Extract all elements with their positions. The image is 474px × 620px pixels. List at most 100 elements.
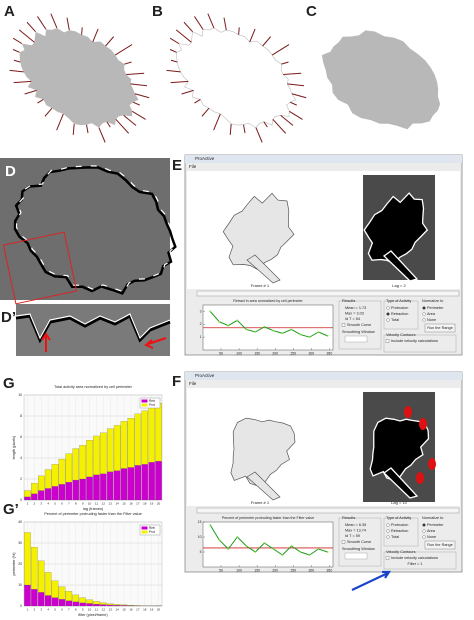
input[interactable] — [344, 335, 368, 343]
label: Max = 3.03 — [345, 312, 364, 316]
point — [290, 328, 293, 331]
bar — [148, 462, 155, 501]
legend-swatch — [141, 399, 148, 403]
cell — [222, 192, 295, 270]
label: Frame # 1 — [251, 500, 270, 505]
point — [308, 554, 311, 556]
label: 8 — [20, 414, 22, 418]
bar — [58, 586, 66, 600]
label: Include velocity calculations — [391, 339, 438, 343]
label: 3 — [40, 501, 42, 505]
label: 15 — [122, 607, 126, 611]
label: 19 — [150, 501, 154, 505]
slider[interactable] — [196, 290, 460, 297]
bar — [79, 602, 86, 607]
label: Area — [427, 312, 436, 316]
bar — [79, 597, 86, 603]
point — [317, 331, 320, 333]
input[interactable] — [344, 552, 368, 560]
bar — [155, 403, 162, 462]
radio[interactable] — [422, 306, 426, 310]
spike — [183, 21, 193, 32]
spike — [271, 44, 290, 56]
label: Results — [342, 515, 355, 520]
label: Smooth Curve — [347, 323, 371, 327]
label: 40 — [18, 520, 22, 524]
label: Velocity Contours — [386, 333, 416, 337]
label: 4 — [47, 607, 49, 611]
spike — [169, 37, 180, 45]
point — [245, 545, 248, 547]
slider[interactable] — [196, 507, 460, 514]
spike — [166, 69, 181, 73]
point — [218, 320, 221, 323]
bar — [37, 592, 45, 607]
radio[interactable] — [386, 535, 390, 539]
label: Total — [391, 535, 399, 539]
point — [281, 554, 284, 556]
label: 3 — [200, 309, 202, 313]
label: Retract in area normalized by cell perim… — [233, 299, 303, 303]
bar — [127, 418, 135, 468]
label: 150 — [254, 351, 260, 355]
spike — [262, 36, 272, 47]
radio[interactable] — [422, 529, 426, 533]
bar — [100, 473, 107, 501]
label: 0 — [20, 604, 22, 608]
label: Type of Activity — [386, 299, 411, 303]
label: 50 — [219, 568, 223, 572]
label: F — [172, 373, 181, 390]
label: 8 — [75, 607, 77, 611]
label: 7 — [68, 607, 70, 611]
checkbox[interactable] — [385, 339, 390, 343]
label: 200 — [272, 351, 278, 355]
radio[interactable] — [422, 312, 426, 316]
radio[interactable] — [386, 318, 390, 322]
checkbox[interactable] — [341, 323, 346, 327]
spike — [243, 124, 246, 134]
label: G’ — [3, 501, 19, 518]
legend-swatch — [141, 530, 148, 534]
spike — [134, 93, 150, 99]
spike — [287, 83, 305, 87]
point — [299, 551, 302, 553]
spike — [13, 59, 21, 63]
spike — [175, 29, 192, 43]
point — [281, 332, 284, 335]
checkbox[interactable] — [341, 540, 346, 544]
radio[interactable] — [386, 312, 390, 316]
button[interactable] — [424, 323, 456, 333]
label: Frame # 1 — [251, 283, 270, 288]
point — [254, 551, 257, 553]
spike — [56, 113, 64, 131]
radio[interactable] — [422, 318, 426, 322]
bar — [44, 488, 52, 501]
label: 100 — [236, 568, 242, 572]
radio[interactable] — [422, 523, 426, 527]
line-series — [209, 524, 328, 556]
label: ProActive — [195, 373, 215, 378]
spike — [223, 17, 227, 31]
highlight — [428, 458, 436, 470]
label: None — [427, 535, 436, 539]
checkbox[interactable] — [385, 556, 390, 560]
point — [326, 334, 329, 337]
arrow — [144, 337, 167, 349]
bar — [106, 603, 114, 606]
radio[interactable] — [422, 535, 426, 539]
radio[interactable] — [386, 306, 390, 310]
label: 0 — [20, 498, 22, 502]
radio[interactable] — [386, 523, 390, 527]
label: 3 — [40, 607, 42, 611]
bar — [72, 601, 79, 607]
bar — [24, 496, 31, 501]
cell — [382, 467, 419, 499]
bar — [72, 594, 79, 602]
spike — [18, 29, 35, 43]
image — [0, 158, 170, 300]
plot-area — [202, 521, 334, 568]
point — [227, 324, 230, 327]
radio[interactable] — [386, 529, 390, 533]
label: G — [3, 375, 15, 392]
button[interactable] — [424, 540, 456, 550]
